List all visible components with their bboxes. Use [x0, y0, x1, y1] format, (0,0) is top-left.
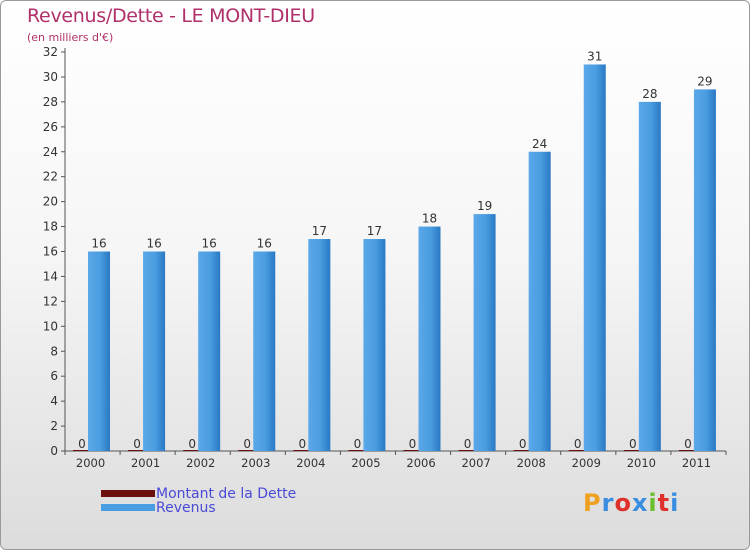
bar-dette [678, 450, 701, 451]
logo-letter: r [601, 489, 615, 517]
logo-letter: i [648, 489, 658, 517]
y-tick-label: 22 [43, 170, 58, 184]
x-tick-label: 2010 [627, 456, 656, 470]
bar-revenus [88, 251, 110, 451]
bar-dette [458, 450, 481, 451]
logo-letter: t [657, 489, 671, 517]
legend: Montant de la Dette Revenus [101, 486, 361, 516]
legend-swatch-revenus [101, 504, 155, 511]
bar-revenus [418, 226, 441, 451]
y-tick-label: 4 [50, 394, 58, 408]
x-tick-label: 2003 [241, 456, 270, 470]
logo-letter: o [614, 489, 632, 517]
y-tick-label: 30 [43, 70, 58, 84]
data-label-revenus: 16 [91, 237, 106, 251]
x-tick-label: 2000 [76, 456, 105, 470]
bar-dette [623, 450, 646, 451]
bar-dette [183, 450, 206, 451]
bar-revenus [143, 251, 166, 451]
bar-dette [128, 450, 151, 451]
bar-dette [238, 450, 261, 451]
x-tick-label: 2002 [186, 456, 215, 470]
proxiti-logo: Proxiti [583, 489, 679, 517]
data-label-dette: 0 [409, 437, 417, 451]
y-tick-label: 8 [50, 344, 58, 358]
logo-letter: i [670, 489, 680, 517]
y-tick-label: 16 [43, 245, 58, 259]
data-label-dette: 0 [299, 437, 307, 451]
bar-revenus [638, 101, 661, 451]
data-label-dette: 0 [574, 437, 582, 451]
bar-revenus [253, 251, 276, 451]
data-label-dette: 0 [519, 437, 527, 451]
bar-dette [513, 450, 536, 451]
data-label-dette: 0 [354, 437, 362, 451]
y-tick-label: 0 [50, 444, 58, 458]
legend-label-dette: Montant de la Dette [156, 486, 297, 502]
chart-title: Revenus/Dette - LE MONT-DIEU [27, 5, 315, 27]
bar-revenus [693, 89, 716, 451]
data-label-revenus: 29 [697, 74, 712, 88]
x-tick-label: 2009 [572, 456, 601, 470]
y-tick-label: 14 [43, 269, 58, 283]
data-label-dette: 0 [464, 437, 472, 451]
x-tick-label: 2001 [131, 456, 160, 470]
y-tick-label: 10 [43, 319, 58, 333]
data-label-dette: 0 [243, 437, 251, 451]
data-label-revenus: 16 [202, 237, 217, 251]
bar-dette [348, 450, 371, 451]
data-label-dette: 0 [188, 437, 196, 451]
bar-dette [293, 450, 316, 451]
bar-revenus [473, 214, 496, 451]
x-tick-label: 2011 [682, 456, 711, 470]
bar-revenus [583, 64, 606, 451]
data-label-revenus: 17 [367, 224, 382, 238]
x-tick-label: 2008 [517, 456, 546, 470]
y-tick-label: 6 [50, 369, 58, 383]
bar-dette [568, 450, 591, 451]
y-tick-label: 18 [43, 220, 58, 234]
y-tick-label: 28 [43, 95, 58, 109]
y-tick-label: 24 [43, 145, 58, 159]
data-label-revenus: 28 [642, 87, 657, 101]
data-label-revenus: 24 [532, 137, 547, 151]
data-label-revenus: 16 [146, 237, 161, 251]
x-tick-label: 2005 [351, 456, 380, 470]
y-tick-label: 2 [50, 419, 58, 433]
bar-revenus [363, 239, 386, 451]
legend-swatch-dette [101, 490, 155, 497]
bar-revenus [198, 251, 221, 451]
data-label-revenus: 19 [477, 199, 492, 213]
data-label-revenus: 17 [312, 224, 327, 238]
logo-letter: P [583, 489, 602, 517]
data-label-dette: 0 [684, 437, 692, 451]
y-tick-label: 26 [43, 120, 58, 134]
data-label-revenus: 18 [422, 212, 437, 226]
legend-item-revenus: Revenus [101, 500, 361, 516]
data-label-dette: 0 [133, 437, 141, 451]
chart-subtitle: (en milliers d'€) [27, 31, 114, 44]
y-tick-label: 12 [43, 294, 58, 308]
x-tick-label: 2007 [461, 456, 490, 470]
data-label-dette: 0 [78, 437, 86, 451]
bar-dette [403, 450, 426, 451]
bar-dette [73, 450, 95, 451]
data-label-revenus: 31 [587, 49, 602, 63]
x-tick-label: 2006 [406, 456, 435, 470]
logo-letter: x [631, 489, 649, 517]
bar-revenus [308, 239, 331, 451]
data-label-dette: 0 [629, 437, 637, 451]
y-tick-label: 32 [43, 45, 58, 59]
legend-label-revenus: Revenus [156, 500, 216, 516]
x-tick-label: 2004 [296, 456, 325, 470]
data-label-revenus: 16 [257, 237, 272, 251]
legend-item-dette: Montant de la Dette [101, 486, 361, 502]
bar-revenus [528, 151, 551, 451]
y-tick-label: 20 [43, 195, 58, 209]
